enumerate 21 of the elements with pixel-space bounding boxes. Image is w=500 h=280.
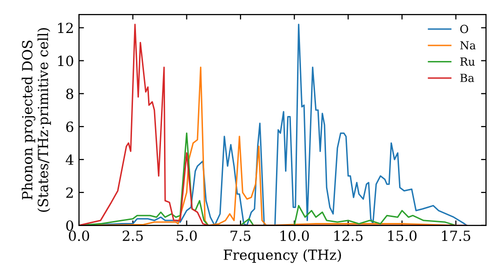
y-tick-label: 6	[66, 122, 74, 132]
y-tick-label: 8	[66, 88, 74, 100]
x-tick-label: 0.0	[68, 230, 90, 242]
y-tick-label: 2	[66, 187, 73, 198]
x-tick-label: 17.5	[442, 230, 470, 242]
x-tick-label: 12.5	[334, 230, 363, 242]
legend-label: Na	[460, 41, 476, 50]
y-tick-label: 0	[66, 220, 74, 231]
x-tick-label: 10.0	[280, 230, 309, 242]
legend-label: Ba	[460, 74, 474, 82]
x-tick-label: 5.0	[176, 230, 197, 242]
y-tick-label: 10	[58, 56, 74, 66]
y-tick-label: 12	[58, 22, 73, 34]
x-tick-label: 2.5	[122, 230, 143, 242]
legend-label: O	[460, 24, 468, 34]
x-tick-label: 7.5	[230, 230, 250, 242]
y-axis-title: Phonon projected DOS (States/THz·primitive cell)	[22, 28, 51, 212]
x-tick-label: 15.0	[388, 230, 417, 242]
y-tick-label: 4	[66, 154, 74, 165]
legend-label: Ru	[460, 58, 475, 66]
x-axis-title: Frequency (THz)	[224, 249, 341, 263]
